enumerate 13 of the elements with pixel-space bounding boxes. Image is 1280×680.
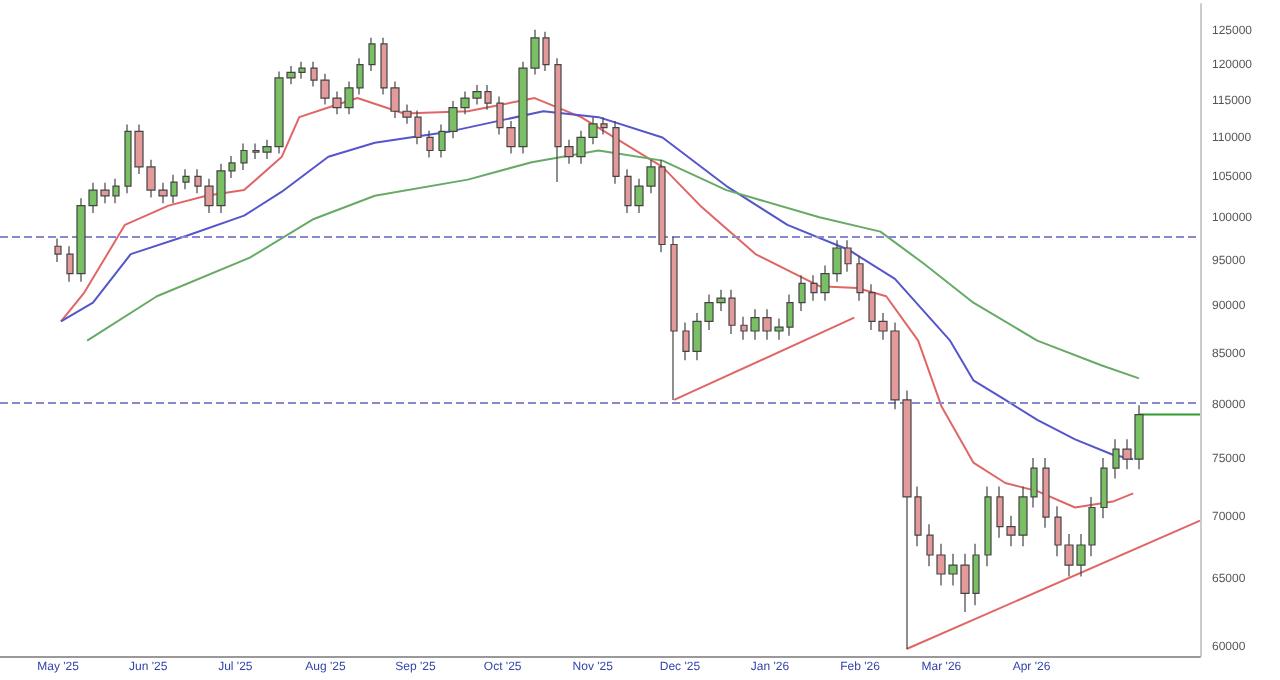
- candlestick: [798, 274, 806, 312]
- candlestick: [54, 237, 62, 263]
- candlestick: [612, 120, 620, 185]
- candlestick: [1100, 457, 1108, 519]
- candlestick: [182, 168, 190, 190]
- candlestick: [426, 130, 434, 159]
- candlestick: [984, 485, 992, 567]
- candlestick: [670, 236, 678, 401]
- candlestick: [368, 37, 376, 72]
- candlestick: [1042, 457, 1050, 529]
- candlestick: [856, 255, 864, 302]
- line-series: [86, 149, 1140, 380]
- candlestick: [240, 142, 248, 171]
